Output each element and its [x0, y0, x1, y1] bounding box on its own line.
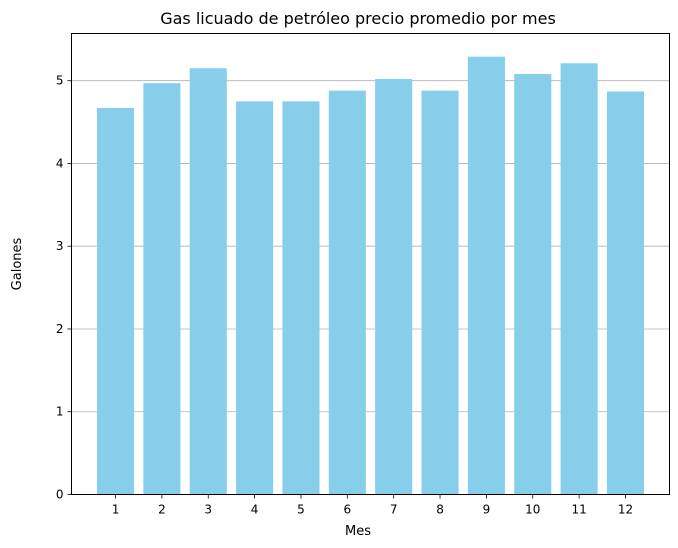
y-axis-label: Galones [10, 237, 25, 290]
x-tick-label-9: 9 [483, 503, 491, 517]
y-tick-label-4: 4 [56, 156, 64, 170]
plot-frame [71, 33, 670, 495]
y-tick-label-3: 3 [56, 239, 64, 253]
bar-mes-9 [467, 56, 505, 495]
bar-mes-3 [189, 68, 227, 495]
x-axis-ticks: 1 2 3 4 5 6 7 8 9 10 11 12 [112, 494, 633, 517]
bar-mes-2 [143, 83, 181, 495]
y-tick-label-5: 5 [56, 74, 64, 88]
bar-mes-5 [282, 101, 320, 495]
bar-mes-1 [96, 107, 135, 495]
bar-mes-6 [328, 90, 366, 495]
chart-title: Gas licuado de petróleo precio promedio … [160, 9, 556, 28]
x-tick-label-3: 3 [204, 503, 212, 517]
x-tick-label-12: 12 [618, 503, 633, 517]
x-tick-label-6: 6 [344, 503, 352, 517]
x-tick-label-8: 8 [436, 503, 444, 517]
bar-mes-11 [560, 63, 598, 495]
x-tick-label-2: 2 [158, 503, 166, 517]
x-tick-label-4: 4 [251, 503, 259, 517]
bars [96, 56, 645, 495]
y-axis-ticks: 0 1 2 3 4 5 [56, 74, 72, 502]
x-axis-label: Mes [345, 524, 371, 539]
bar-mes-12 [606, 91, 645, 495]
bar-mes-8 [421, 90, 459, 495]
y-tick-label-2: 2 [56, 322, 64, 336]
x-tick-label-11: 11 [571, 503, 586, 517]
y-tick-label-0: 0 [56, 488, 64, 502]
x-tick-label-5: 5 [297, 503, 305, 517]
bar-mes-10 [514, 74, 552, 495]
bar-mes-4 [236, 101, 274, 495]
x-tick-label-7: 7 [390, 503, 398, 517]
x-tick-label-10: 10 [525, 503, 540, 517]
y-tick-label-1: 1 [56, 405, 64, 419]
bar-mes-7 [375, 79, 413, 495]
x-tick-label-1: 1 [112, 503, 120, 517]
